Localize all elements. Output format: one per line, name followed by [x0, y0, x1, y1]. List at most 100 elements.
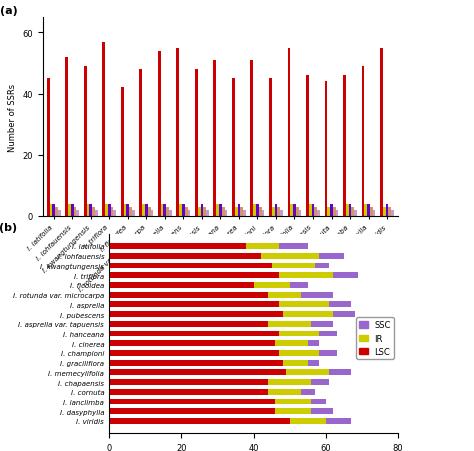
Bar [293, 204, 296, 216]
Bar [198, 207, 201, 216]
Bar [76, 210, 79, 216]
Bar [309, 204, 311, 216]
Bar [280, 210, 283, 216]
Bar [50, 204, 53, 216]
Bar [237, 204, 240, 216]
Bar [325, 82, 328, 216]
Bar [279, 273, 333, 278]
Bar [132, 210, 135, 216]
Bar [109, 341, 275, 346]
Bar [333, 273, 358, 278]
Bar [109, 331, 279, 336]
Bar [296, 207, 299, 216]
Bar [188, 210, 191, 216]
Bar [68, 204, 71, 216]
Bar [391, 210, 394, 216]
Bar [275, 399, 311, 405]
Bar [240, 207, 243, 216]
Bar [328, 207, 330, 216]
Bar [336, 210, 338, 216]
Bar [250, 61, 253, 216]
Bar [311, 399, 326, 405]
Bar [201, 204, 203, 216]
Bar [268, 379, 311, 385]
Bar [383, 207, 386, 216]
Bar [71, 204, 73, 216]
Bar [311, 204, 314, 216]
Bar [182, 204, 185, 216]
Bar [169, 210, 172, 216]
Bar [213, 61, 216, 216]
Bar [109, 409, 275, 414]
Bar [87, 204, 90, 216]
Bar [124, 204, 127, 216]
Bar [370, 207, 373, 216]
Text: (b): (b) [0, 223, 17, 233]
Bar [279, 331, 319, 336]
Bar [166, 207, 169, 216]
Bar [129, 207, 132, 216]
Y-axis label: Number of SSRs: Number of SSRs [8, 83, 17, 151]
Bar [283, 312, 333, 317]
Bar [349, 204, 351, 216]
Bar [315, 263, 329, 269]
Bar [275, 409, 311, 414]
Bar [268, 321, 311, 327]
Bar [246, 244, 279, 249]
Bar [109, 253, 261, 259]
Bar [269, 79, 272, 216]
Bar [235, 207, 237, 216]
Bar [109, 360, 283, 366]
Bar [367, 204, 370, 216]
Bar [299, 210, 301, 216]
Bar [108, 204, 111, 216]
Bar [179, 204, 182, 216]
Bar [301, 389, 315, 395]
Bar [380, 49, 383, 216]
Bar [109, 302, 279, 308]
Bar [109, 389, 268, 395]
Bar [47, 79, 50, 216]
Bar [243, 210, 246, 216]
Bar [268, 292, 301, 298]
Bar [319, 253, 344, 259]
Bar [386, 204, 388, 216]
Bar [306, 76, 309, 216]
Bar [109, 273, 279, 278]
Bar [145, 204, 148, 216]
Bar [272, 207, 274, 216]
Bar [216, 204, 219, 216]
Bar [326, 418, 351, 424]
Bar [185, 207, 188, 216]
Bar [203, 207, 206, 216]
Bar [254, 282, 290, 288]
Bar [301, 292, 333, 298]
Bar [206, 210, 209, 216]
Bar [58, 210, 61, 216]
Bar [283, 360, 308, 366]
Bar [92, 207, 95, 216]
Bar [290, 204, 293, 216]
Bar [158, 51, 161, 216]
Bar [139, 70, 142, 216]
Bar [311, 321, 333, 327]
Bar [55, 207, 58, 216]
Bar [105, 204, 108, 216]
Bar [176, 49, 179, 216]
Bar [73, 207, 76, 216]
Bar [113, 210, 116, 216]
Bar [90, 204, 92, 216]
Bar [354, 210, 357, 216]
Bar [109, 399, 275, 405]
Bar [109, 350, 279, 356]
Bar [84, 67, 87, 216]
Bar [222, 207, 225, 216]
Bar [317, 210, 320, 216]
Bar [319, 331, 337, 336]
Bar [95, 210, 98, 216]
Bar [351, 207, 354, 216]
Bar [319, 350, 337, 356]
Bar [127, 204, 129, 216]
Bar [111, 207, 113, 216]
Bar [253, 204, 256, 216]
